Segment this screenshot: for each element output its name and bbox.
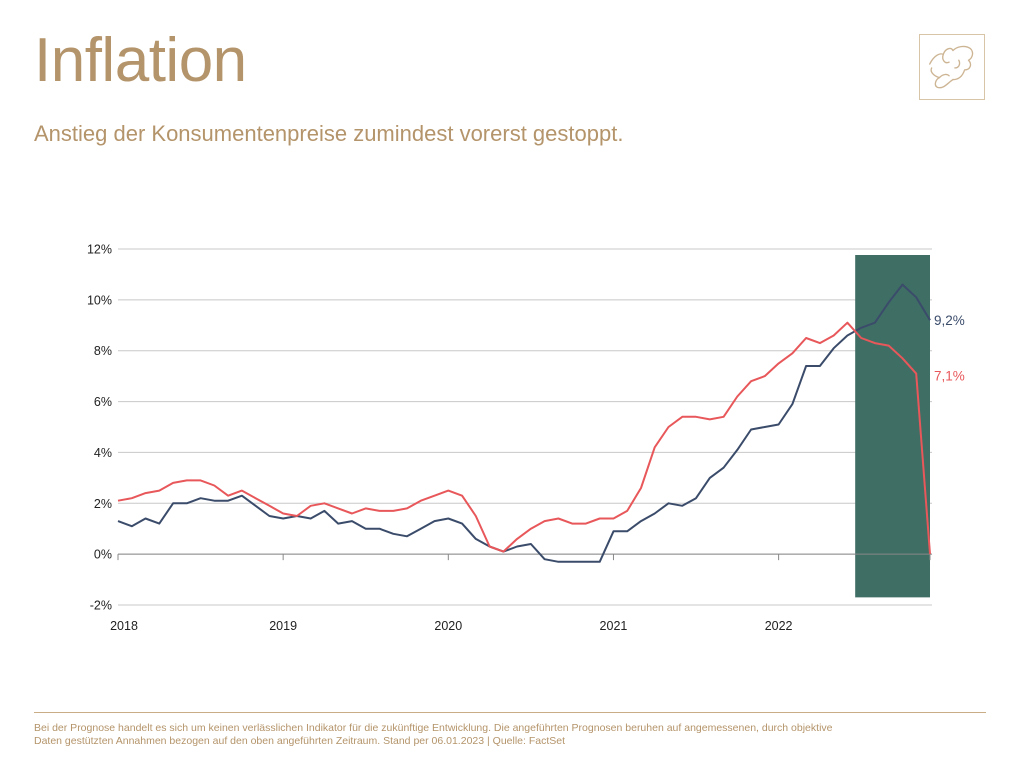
footer-disclaimer: Bei der Prognose handelt es sich um kein… [34, 722, 934, 748]
series-line-blue [117, 283, 931, 563]
series-end-label-red: 7,1% [934, 369, 965, 384]
forecast-band [855, 255, 930, 598]
series-end-label-blue: 9,2% [934, 313, 965, 328]
page-subtitle: Anstieg der Konsumentenpreise zumindest … [34, 121, 624, 146]
footer-disclaimer-line-2: Daten gestützten Annahmen bezogen auf de… [34, 735, 566, 747]
y-tick-label: 12% [87, 243, 112, 257]
page-title: Inflation [34, 26, 247, 95]
x-tick-label: 2022 [765, 619, 793, 633]
y-tick-label: 2% [94, 497, 112, 511]
series-line-red [117, 321, 931, 555]
footer-disclaimer-line-1: Bei der Prognose handelt es sich um kein… [34, 722, 833, 734]
x-tick-label: 2019 [269, 619, 297, 633]
footer-divider [34, 712, 986, 713]
horse-logo-icon [919, 34, 985, 100]
y-tick-label: 8% [94, 344, 112, 358]
y-tick-label: 10% [87, 293, 112, 307]
y-tick-label: 6% [94, 395, 112, 409]
x-tick-label: 2021 [600, 619, 628, 633]
x-tick-label: 2018 [110, 619, 138, 633]
y-tick-label: 0% [94, 548, 112, 562]
y-tick-label: -2% [90, 599, 112, 613]
y-tick-label: 4% [94, 446, 112, 460]
x-tick-label: 2020 [434, 619, 462, 633]
